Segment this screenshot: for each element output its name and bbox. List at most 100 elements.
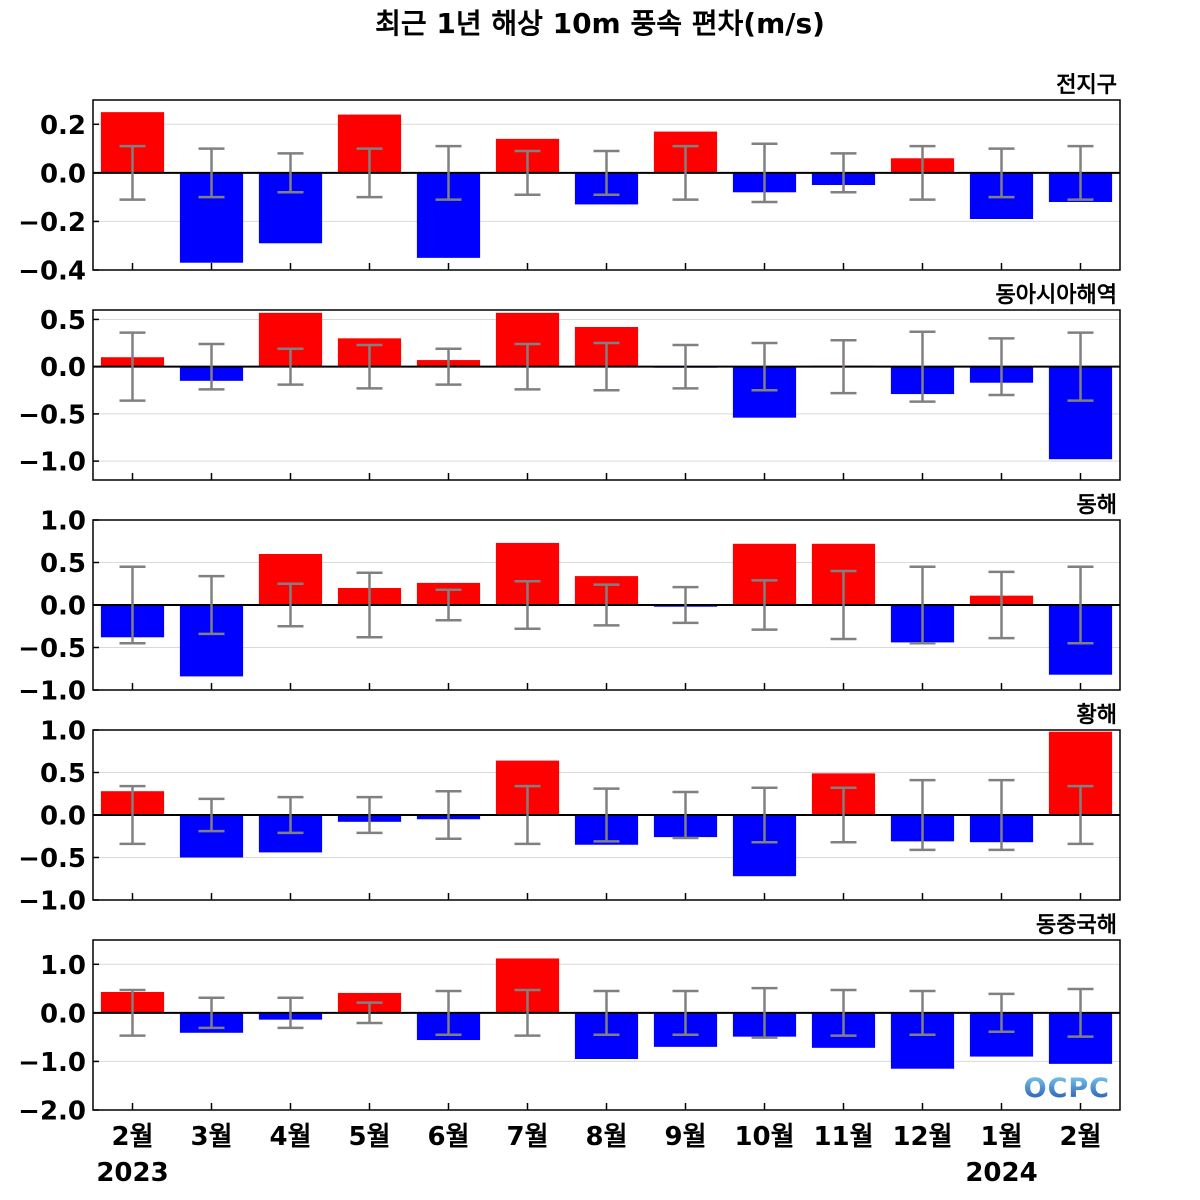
y-tick-label: 0.0 (40, 353, 86, 383)
y-tick-label: −0.5 (18, 400, 86, 430)
x-tick-label: 7월 (506, 1122, 548, 1152)
error-bar (988, 778, 1015, 852)
error-bar (672, 989, 699, 1036)
y-tick-label: 1.0 (40, 717, 86, 747)
error-bar (672, 144, 699, 201)
error-bar (830, 988, 857, 1037)
panel-frame (92, 519, 1121, 691)
x-tick-label: 11월 (813, 1122, 873, 1152)
error-bar (277, 152, 304, 194)
error-bar (198, 342, 225, 391)
error-bar (435, 989, 462, 1036)
y-tick-label: 0.0 (40, 159, 86, 189)
error-bar (356, 147, 383, 199)
x-tick-label: 2월 (111, 1122, 153, 1152)
error-bar (356, 571, 383, 639)
y-tick-label: 0.0 (40, 802, 86, 832)
error-bar (119, 784, 146, 846)
x-tick-label: 5월 (348, 1122, 390, 1152)
error-bar (119, 331, 146, 402)
y-tick-label: 0.5 (40, 759, 86, 789)
error-bar (830, 569, 857, 641)
y-tick-label: −1.0 (18, 448, 86, 478)
error-bar (593, 583, 620, 627)
y-tick-label: −0.4 (18, 257, 86, 287)
panel-frame (92, 939, 1121, 1111)
error-bar (909, 989, 936, 1036)
error-bar (751, 142, 778, 204)
error-bar (435, 588, 462, 622)
error-bar (277, 996, 304, 1030)
error-bar (1067, 565, 1094, 645)
panel-label: 동아시아해역 (996, 283, 1117, 308)
error-bar (514, 149, 541, 196)
x-tick-label: 9월 (664, 1122, 706, 1152)
x-tick-label: 3월 (190, 1122, 232, 1152)
error-bar (1067, 331, 1094, 402)
panel-label: 동중국해 (1036, 913, 1117, 938)
panels: 0.2 0.0 −0.2 −0.4 전지구 0.5 0.0 −0.5 −1.0 동아시아해역 1.0… (18, 73, 1121, 1127)
error-bar (277, 582, 304, 628)
error-bar (198, 574, 225, 636)
error-bar (593, 989, 620, 1036)
y-tick-label: 0.0 (40, 592, 86, 622)
error-bar (909, 778, 936, 852)
error-bar (593, 149, 620, 196)
error-bar (514, 342, 541, 391)
y-tick-label: −1.0 (18, 677, 86, 707)
error-bar (593, 787, 620, 843)
panel-frame (92, 729, 1121, 901)
panel-label: 전지구 (1056, 73, 1117, 98)
y-tick-label: −0.2 (18, 208, 86, 238)
error-bar (672, 790, 699, 840)
error-bar (830, 338, 857, 395)
y-tick-label: 0.5 (40, 306, 86, 336)
x-tick-label: 4월 (269, 1122, 311, 1152)
error-bar (356, 1001, 383, 1025)
panel-frame (92, 99, 1121, 271)
x-tick-label: 12월 (892, 1122, 952, 1152)
y-tick-label: 0.0 (40, 999, 86, 1029)
panel-label: 황해 (1077, 703, 1117, 728)
error-bar (435, 144, 462, 201)
panel-2: 0.5 0.0 −0.5 −1.0 동아시아해역 (18, 283, 1121, 481)
error-bar (119, 988, 146, 1037)
x-tick-label: 8월 (585, 1122, 627, 1152)
error-bar (830, 152, 857, 194)
year-label: 2023 (96, 1158, 168, 1188)
panel-4: 1.0 0.5 0.0 −0.5 −1.0 황해 (18, 703, 1121, 917)
error-bar (751, 341, 778, 392)
y-tick-label: −1.0 (18, 1048, 86, 1078)
x-tick-label: 1월 (980, 1122, 1022, 1152)
error-bar (909, 144, 936, 201)
y-tick-label: −2.0 (18, 1097, 86, 1127)
chart-title: 최근 1년 해상 10m 풍속 편차(m/s) (375, 7, 825, 40)
error-bar (435, 347, 462, 386)
error-bar (751, 579, 778, 631)
error-bar (909, 330, 936, 403)
y-tick-label: 0.2 (40, 111, 86, 141)
panel-1: 0.2 0.0 −0.2 −0.4 전지구 (18, 73, 1121, 287)
error-bar (277, 347, 304, 386)
error-bar (514, 579, 541, 631)
error-bar (751, 986, 778, 1039)
error-bar (514, 784, 541, 846)
error-bar (198, 797, 225, 833)
error-bar (672, 585, 699, 625)
x-tick-label: 10월 (734, 1122, 794, 1152)
x-axis: 2월 3월 4월 5월 6월 7월 8월 9월 10월 11월 12월 1월 2월 2023 2024 (96, 1122, 1101, 1188)
error-bar (119, 565, 146, 645)
y-tick-label: 1.0 (40, 507, 86, 537)
ocpc-logo: OCPC (1024, 1073, 1110, 1104)
x-tick-label: 6월 (427, 1122, 469, 1152)
y-tick-label: 0.5 (40, 549, 86, 579)
error-bar (988, 147, 1015, 199)
error-bar (277, 795, 304, 835)
error-bar (593, 341, 620, 392)
panel-3: 1.0 0.5 0.0 −0.5 −1.0 동해 (18, 493, 1121, 707)
error-bar (198, 996, 225, 1030)
year-label: 2024 (965, 1158, 1037, 1188)
error-bar (119, 144, 146, 201)
error-bar (356, 795, 383, 835)
